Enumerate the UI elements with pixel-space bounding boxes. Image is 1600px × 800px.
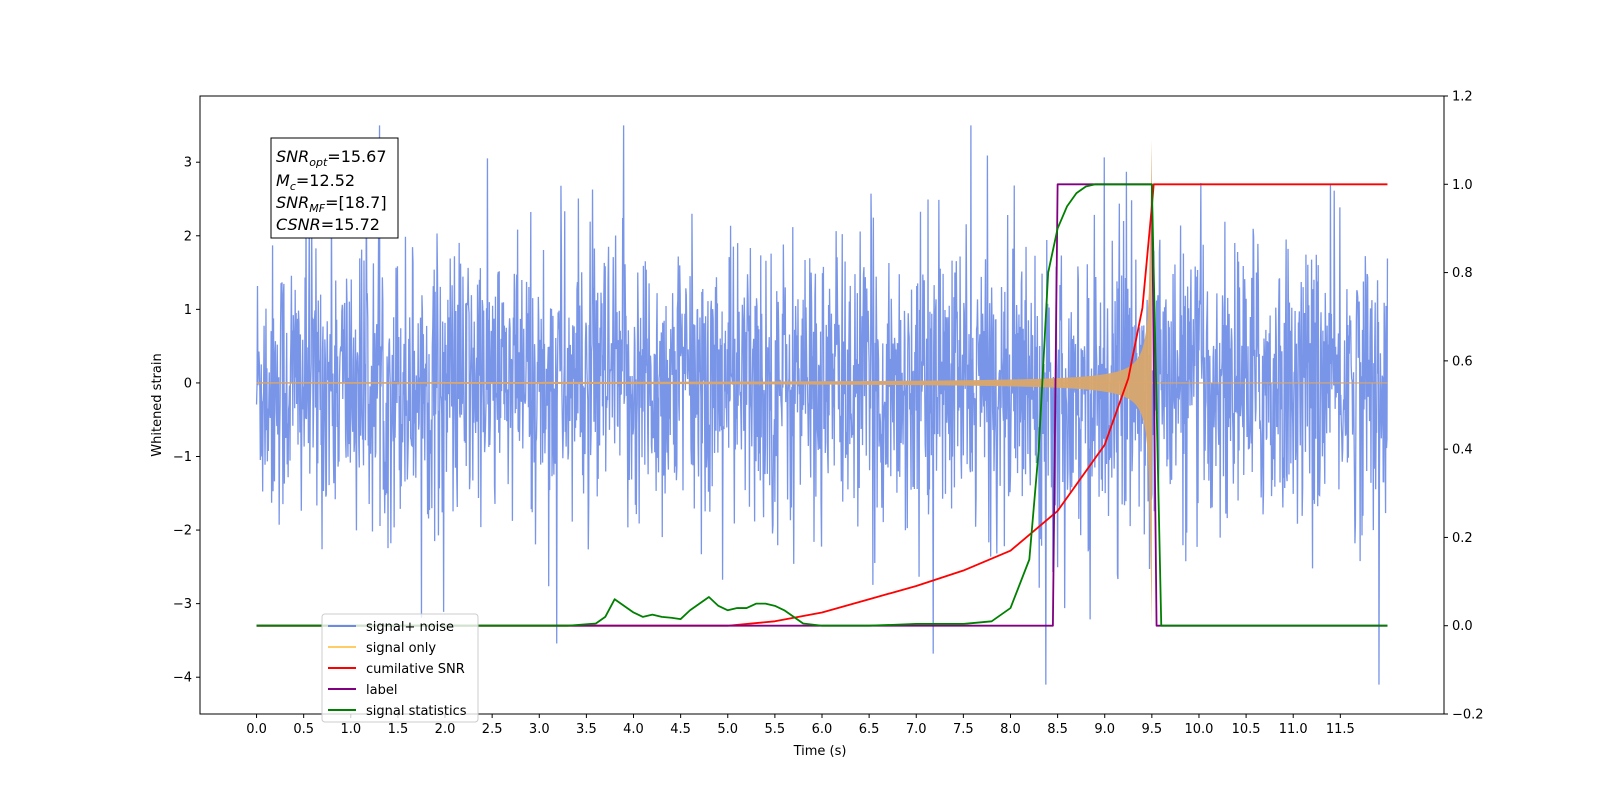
y-axis-right: 1.2 1.0 0.8 0.6 0.4 0.2 0.0 −0.2: [1444, 90, 1484, 723]
x-tick-label: 2.5: [482, 722, 503, 737]
y-left-tick-label: −3: [173, 597, 192, 612]
info-mc: Mc=12.52: [276, 171, 355, 193]
x-tick-label: 3.0: [529, 722, 550, 737]
series-cumilative-snr: [256, 183, 1388, 627]
x-axis-label: Time (s): [793, 744, 847, 759]
y-left-tick-label: −1: [173, 450, 192, 465]
legend-label: signal only: [366, 641, 436, 656]
x-tick-label: 5.5: [765, 722, 786, 737]
info-box: SNRopt=15.67 Mc=12.52 SNRMF=[18.7] CSNR=…: [270, 137, 399, 239]
x-tick-label: 4.0: [623, 722, 644, 737]
x-tick-label: 10.0: [1184, 722, 1213, 737]
x-tick-label: 0.0: [246, 722, 267, 737]
x-tick-label: 8.0: [1000, 722, 1021, 737]
x-tick-label: 9.0: [1094, 722, 1115, 737]
info-box-frame: [270, 137, 399, 239]
x-tick-label: 8.5: [1047, 722, 1068, 737]
x-tick-label: 0.5: [293, 722, 314, 737]
y-right-tick-label: 0.6: [1452, 354, 1473, 369]
legend-label: cumilative SNR: [366, 662, 465, 677]
x-tick-label: 4.5: [670, 722, 691, 737]
x-tick-label: 10.5: [1232, 722, 1261, 737]
x-tick-label: 7.0: [906, 722, 927, 737]
x-tick-label: 2.0: [435, 722, 456, 737]
y-left-tick-label: −2: [173, 524, 192, 539]
x-tick-label: 11.0: [1279, 722, 1308, 737]
x-tick-label: 9.5: [1142, 722, 1163, 737]
info-csnr: CSNR=15.72: [276, 215, 380, 234]
legend-label: label: [366, 683, 397, 698]
y-right-tick-label: 0.0: [1452, 619, 1473, 634]
x-tick-label: 3.5: [576, 722, 597, 737]
legend-label: signal statistics: [366, 704, 467, 719]
y-left-tick-label: −4: [173, 671, 192, 686]
legend-frame: [321, 613, 479, 723]
y-left-tick-label: 2: [184, 229, 192, 244]
info-snr-opt: SNRopt=15.67: [276, 147, 387, 169]
info-snr-mf: SNRMF=[18.7]: [276, 193, 387, 215]
x-tick-label: 7.5: [953, 722, 974, 737]
y-right-tick-label: 1.2: [1452, 90, 1473, 105]
y-right-tick-label: 1.0: [1452, 178, 1473, 193]
y-right-tick-label: 0.2: [1452, 531, 1473, 546]
legend: signal+ noise signal only cumilative SNR la…: [321, 613, 479, 723]
x-tick-label: 6.5: [859, 722, 880, 737]
series-signal-plus-noise: [255, 125, 1389, 685]
x-tick-label: 1.5: [388, 722, 409, 737]
legend-label: signal+ noise: [366, 620, 454, 635]
y-left-tick-label: 1: [184, 303, 192, 318]
series-signal-statistics: [256, 183, 1388, 627]
x-tick-label: 1.0: [340, 722, 361, 737]
y-right-tick-label: 0.4: [1452, 443, 1473, 458]
series-layer: [255, 125, 1389, 685]
x-tick-label: 11.5: [1326, 722, 1355, 737]
y-left-tick-label: 3: [184, 156, 192, 171]
y-left-tick-label: 0: [184, 376, 192, 391]
y-axis-left: 3 2 1 0 −1 −2 −3 −4: [173, 156, 200, 686]
x-tick-label: 6.0: [812, 722, 833, 737]
x-tick-label: 5.0: [717, 722, 738, 737]
y-right-tick-label: −0.2: [1452, 708, 1484, 723]
x-axis: 0.0 0.5 1.0 1.5 2.0 2.5 3.0 3.5 4.0 4.5 5.0 5.5 6.0 6…: [246, 714, 1355, 737]
y-right-tick-label: 0.8: [1452, 266, 1473, 281]
y-axis-label-left: Whitened strain: [150, 353, 165, 456]
